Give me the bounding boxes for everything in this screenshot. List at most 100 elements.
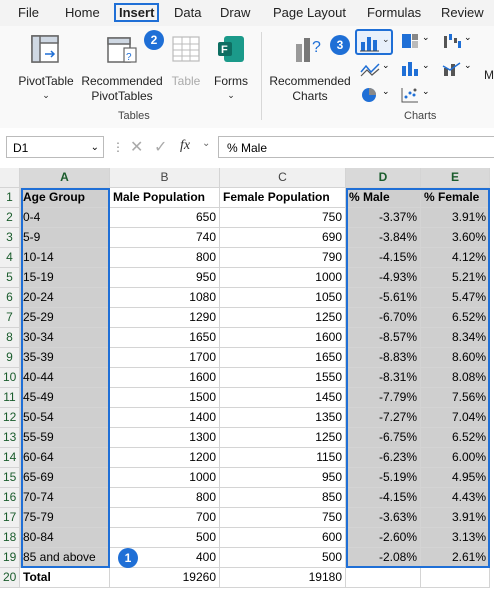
header-cell[interactable]: % Female: [421, 188, 490, 208]
pivottable-button[interactable]: PivotTable ⌄: [14, 32, 78, 100]
table-cell[interactable]: 40-44: [20, 368, 110, 388]
table-cell[interactable]: -2.60%: [346, 528, 421, 548]
column-header-b[interactable]: B: [110, 168, 220, 188]
table-cell[interactable]: 8.34%: [421, 328, 490, 348]
menu-review[interactable]: Review: [441, 5, 484, 20]
insert-statistic-chart-button[interactable]: ⌄: [400, 60, 434, 82]
table-cell[interactable]: 690: [220, 228, 346, 248]
table-cell[interactable]: -8.57%: [346, 328, 421, 348]
table-cell[interactable]: 70-74: [20, 488, 110, 508]
table-cell[interactable]: 800: [110, 488, 220, 508]
column-header-e[interactable]: E: [421, 168, 490, 188]
table-cell[interactable]: -3.63%: [346, 508, 421, 528]
table-cell[interactable]: 1600: [110, 368, 220, 388]
insert-column-bar-chart-button[interactable]: ⌄: [355, 29, 393, 55]
row-header[interactable]: 14: [0, 448, 20, 468]
table-button[interactable]: Table: [168, 32, 204, 92]
table-cell[interactable]: 700: [110, 508, 220, 528]
name-box[interactable]: D1 ⌄: [6, 136, 104, 158]
row-header[interactable]: 11: [0, 388, 20, 408]
recommended-charts-button[interactable]: ? Recommended Charts: [268, 32, 352, 103]
menu-page-layout[interactable]: Page Layout: [273, 5, 347, 20]
table-cell[interactable]: 500: [220, 548, 346, 568]
row-header[interactable]: 16: [0, 488, 20, 508]
table-cell[interactable]: 4.95%: [421, 468, 490, 488]
table-cell[interactable]: -8.31%: [346, 368, 421, 388]
table-cell[interactable]: 35-39: [20, 348, 110, 368]
table-cell[interactable]: 1250: [220, 428, 346, 448]
row-header[interactable]: 7: [0, 308, 20, 328]
menu-draw[interactable]: Draw: [220, 5, 251, 20]
table-cell[interactable]: 750: [220, 508, 346, 528]
table-cell[interactable]: 400: [110, 548, 220, 568]
table-cell[interactable]: 500: [110, 528, 220, 548]
row-header[interactable]: 4: [0, 248, 20, 268]
insert-hierarchy-chart-button[interactable]: ⌄: [400, 32, 434, 54]
row-header[interactable]: 12: [0, 408, 20, 428]
table-cell[interactable]: 740: [110, 228, 220, 248]
table-cell[interactable]: -3.37%: [346, 208, 421, 228]
table-cell[interactable]: 6.00%: [421, 448, 490, 468]
table-cell[interactable]: 790: [220, 248, 346, 268]
table-cell[interactable]: 5.21%: [421, 268, 490, 288]
table-cell[interactable]: 950: [110, 268, 220, 288]
table-cell[interactable]: 60-64: [20, 448, 110, 468]
table-cell[interactable]: -3.84%: [346, 228, 421, 248]
table-cell[interactable]: 1200: [110, 448, 220, 468]
table-cell[interactable]: 850: [220, 488, 346, 508]
total-cell[interactable]: 19180: [220, 568, 346, 588]
row-header[interactable]: 20: [0, 568, 20, 588]
table-cell[interactable]: 600: [220, 528, 346, 548]
table-cell[interactable]: 2.61%: [421, 548, 490, 568]
table-cell[interactable]: 8.60%: [421, 348, 490, 368]
table-cell[interactable]: -7.27%: [346, 408, 421, 428]
table-cell[interactable]: 1350: [220, 408, 346, 428]
row-header[interactable]: 10: [0, 368, 20, 388]
empty-cell[interactable]: [421, 568, 490, 588]
table-cell[interactable]: 7.04%: [421, 408, 490, 428]
table-cell[interactable]: -5.19%: [346, 468, 421, 488]
table-cell[interactable]: -4.15%: [346, 488, 421, 508]
table-cell[interactable]: 950: [220, 468, 346, 488]
insert-scatter-chart-button[interactable]: ⌄: [400, 86, 434, 108]
row-header[interactable]: 6: [0, 288, 20, 308]
table-cell[interactable]: 1600: [220, 328, 346, 348]
insert-combo-chart-button[interactable]: ⌄: [442, 60, 476, 82]
column-header-a[interactable]: A: [20, 168, 110, 188]
table-cell[interactable]: 1550: [220, 368, 346, 388]
table-cell[interactable]: 8.08%: [421, 368, 490, 388]
table-cell[interactable]: -5.61%: [346, 288, 421, 308]
table-cell[interactable]: 1080: [110, 288, 220, 308]
menu-home[interactable]: Home: [65, 5, 100, 20]
cancel-icon[interactable]: ✕: [130, 139, 144, 156]
row-header[interactable]: 5: [0, 268, 20, 288]
table-cell[interactable]: 5.47%: [421, 288, 490, 308]
table-cell[interactable]: 5-9: [20, 228, 110, 248]
table-cell[interactable]: 20-24: [20, 288, 110, 308]
header-cell[interactable]: Age Group: [20, 188, 110, 208]
table-cell[interactable]: 1050: [220, 288, 346, 308]
header-cell[interactable]: % Male: [346, 188, 421, 208]
table-cell[interactable]: 6.52%: [421, 308, 490, 328]
table-cell[interactable]: 30-34: [20, 328, 110, 348]
table-cell[interactable]: 7.56%: [421, 388, 490, 408]
table-cell[interactable]: -2.08%: [346, 548, 421, 568]
row-header[interactable]: 15: [0, 468, 20, 488]
row-header[interactable]: 2: [0, 208, 20, 228]
table-cell[interactable]: -6.70%: [346, 308, 421, 328]
table-cell[interactable]: 80-84: [20, 528, 110, 548]
row-header[interactable]: 13: [0, 428, 20, 448]
table-cell[interactable]: -4.15%: [346, 248, 421, 268]
header-cell[interactable]: Male Population: [110, 188, 220, 208]
column-header-d[interactable]: D: [346, 168, 421, 188]
row-header[interactable]: 1: [0, 188, 20, 208]
menu-data[interactable]: Data: [174, 5, 202, 20]
table-cell[interactable]: 25-29: [20, 308, 110, 328]
table-cell[interactable]: 750: [220, 208, 346, 228]
table-cell[interactable]: -6.23%: [346, 448, 421, 468]
table-cell[interactable]: 4.43%: [421, 488, 490, 508]
menu-formulas[interactable]: Formulas: [367, 5, 422, 20]
table-cell[interactable]: 800: [110, 248, 220, 268]
row-header[interactable]: 3: [0, 228, 20, 248]
insert-pie-chart-button[interactable]: ⌄: [360, 86, 394, 108]
